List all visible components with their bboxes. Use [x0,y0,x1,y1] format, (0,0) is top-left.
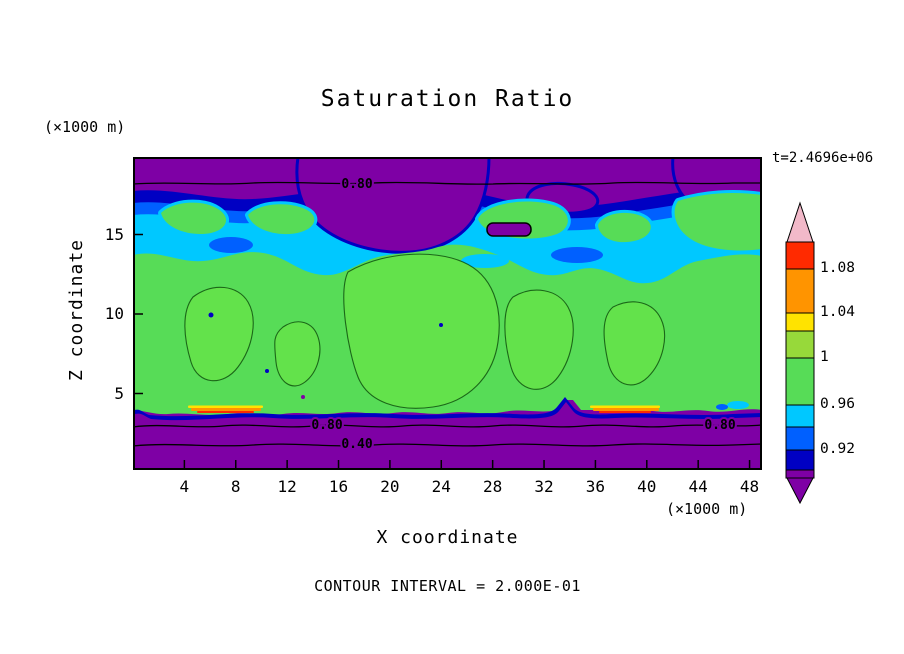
streak-yellow-left [188,405,263,408]
x-tick-label: 36 [585,477,606,496]
streak-orange-left [191,408,261,411]
green-island-f [671,190,765,254]
interior-contour-1 [343,253,500,409]
x-tick-label: 28 [483,477,503,496]
contour-line-080-top [132,181,762,185]
streak-yellow-right [590,405,660,408]
x-tick-label: 16 [328,477,349,496]
x-tick-label: 48 [739,477,760,496]
x-tick-label: 40 [637,477,657,496]
x-tick-label: 20 [380,477,400,496]
colorbar [785,201,815,505]
region-bottom-purple-band [133,402,762,470]
interior-contour-2 [184,286,254,382]
contour-field-svg: 0.80 0.80 0.40 0.80 [129,155,765,470]
colorbar-segment [785,357,815,406]
cyan-pocket-icon [129,217,161,237]
island-hole-outline [486,222,532,237]
contour-line-040-bottom [132,443,763,447]
z-tick-label: 15 [104,224,124,244]
x-axis-title: X coordinate [376,527,519,548]
speck-navy-3 [439,323,443,327]
colorbar-segment [785,449,815,471]
green-island-b [245,201,318,238]
streak-orange-right [593,408,659,411]
green-island-e [595,209,654,246]
x-tick-label: 32 [534,477,554,496]
interior-contour-5 [274,321,321,387]
colorbar-tick-label: 1.08 [820,260,855,276]
page-title: Saturation Ratio [320,86,575,112]
colorbar-segment [785,268,815,314]
z-tick-label: 10 [104,304,124,323]
colorbar-bottom-point [786,477,814,505]
contour-line-label: 0.80 [311,418,342,433]
colorbar-segment [785,404,815,428]
blue-pocket [209,237,253,253]
streak-red-right [599,411,651,413]
contour-line-label: 0.40 [341,437,372,452]
z-axis-title: Z coordinate [66,238,87,382]
blue-pocket-bottom-right [716,404,728,410]
colorbar-segment [785,469,815,479]
cyan-pocket-2 [647,242,683,256]
streak-red-left [197,411,254,413]
contour-line-label: 0.80 [704,418,735,433]
contour-line-label: 0.80 [341,177,372,192]
x-tick-label: 44 [688,477,708,496]
plot-area: 0.80 0.80 0.40 0.80 [129,155,765,470]
colorbar-tick-label: 0.96 [820,396,855,412]
z-axis-unit: (×1000 m) [44,118,126,136]
x-tick-label: 4 [179,477,190,496]
interior-contour-4 [603,301,666,386]
cyan-pocket [461,254,509,268]
blue-pocket-2 [551,247,603,263]
colorbar-segment [785,241,815,270]
timestamp-annotation: t=2.4696e+06 [772,150,874,166]
interior-contour-3 [504,289,574,390]
colorbar-segment [785,330,815,359]
z-tick-label: 5 [114,383,124,403]
contour-interval-caption: CONTOUR INTERVAL = 2.000E-01 [314,577,581,595]
cyan-pocket-bottom-right [727,401,749,409]
colorbar-top-point [786,201,814,243]
plot-frame [133,157,762,470]
colorbar-tick-label: 1 [820,349,829,365]
green-island-a [158,199,229,237]
x-axis-unit: (×1000 m) [666,500,748,518]
contour-line-080-bottom [132,424,763,428]
x-tick-label: 8 [230,477,241,496]
x-tick-label: 24 [431,477,451,496]
colorbar-segment [785,426,815,451]
speck-navy-1 [208,312,214,318]
colorbar-segment [785,312,815,332]
speck-navy-2 [265,369,269,373]
colorbar-tick-label: 1.04 [820,304,855,320]
x-tick-label: 12 [277,477,297,496]
colorbar-tick-label: 0.92 [820,441,855,457]
speck-purple-1 [301,395,305,399]
